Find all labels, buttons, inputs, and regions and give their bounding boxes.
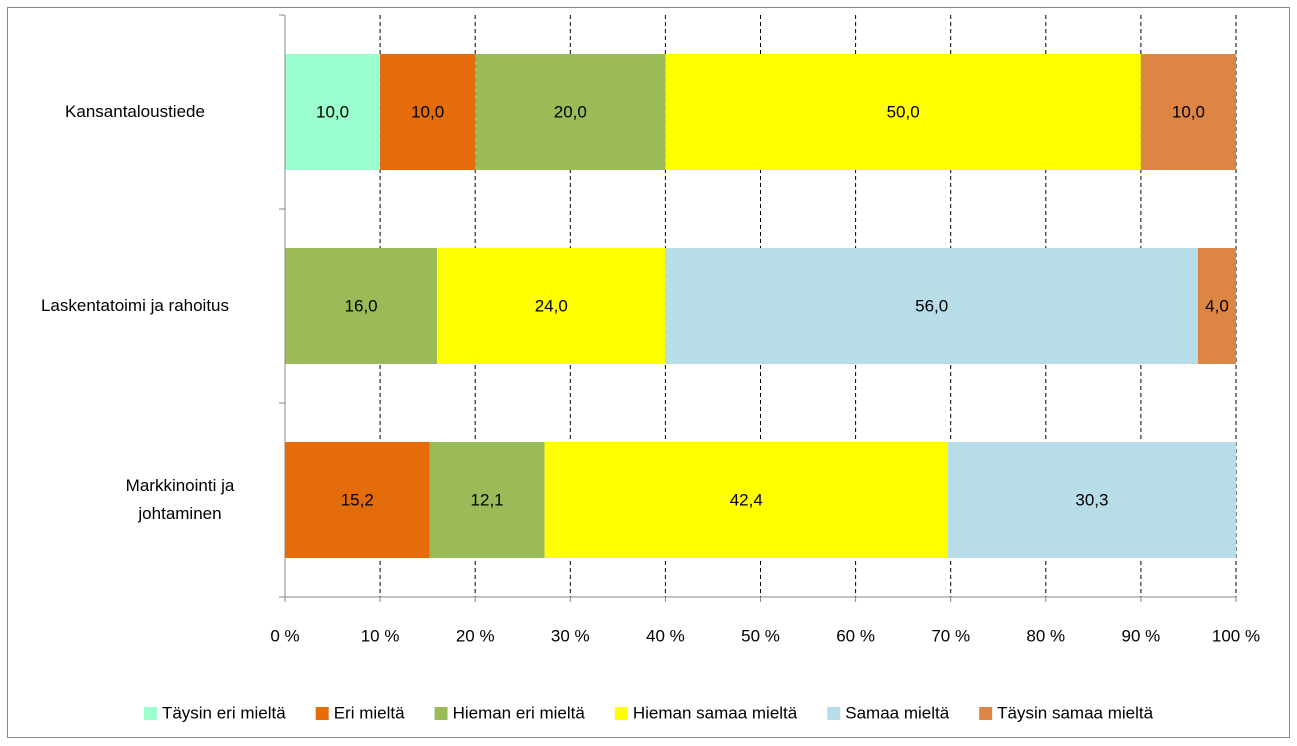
bar-segment [665, 54, 1141, 170]
x-tick-label: 80 % [1026, 626, 1065, 645]
bar-segment [285, 54, 381, 170]
data-label: 42,4 [730, 490, 763, 509]
bar-segment [285, 248, 438, 364]
bar-segment [665, 248, 1198, 364]
x-tick-label: 100 % [1212, 626, 1260, 645]
legend-label: Eri mieltä [334, 703, 405, 722]
data-label: 50,0 [887, 102, 920, 121]
x-tick-label: 70 % [931, 626, 970, 645]
x-tick-label: 10 % [361, 626, 400, 645]
x-tick-label: 60 % [836, 626, 875, 645]
bar-segment [544, 442, 948, 558]
x-tick-label: 0 % [270, 626, 299, 645]
data-label: 30,3 [1075, 490, 1108, 509]
category-label: Markkinointi ja johtaminen [125, 476, 235, 523]
x-tick-label: 90 % [1122, 626, 1161, 645]
data-label: 4,0 [1205, 296, 1229, 315]
category-label: Laskentatoimi ja rahoitus [40, 296, 230, 315]
bar-segment [1140, 54, 1236, 170]
data-label: 10,0 [411, 102, 444, 121]
data-label: 10,0 [316, 102, 349, 121]
data-label: 20,0 [554, 102, 587, 121]
data-label: 15,2 [341, 490, 374, 509]
bar-segment [1197, 248, 1236, 364]
bar-segment [437, 248, 666, 364]
legend-swatch [979, 707, 993, 720]
x-tick-label: 40 % [646, 626, 685, 645]
category-label: Kansantaloustiede [65, 102, 205, 121]
legend-label: Samaa mieltä [845, 703, 949, 722]
data-label: 12,1 [471, 490, 504, 509]
legend-swatch [827, 707, 841, 720]
legend-label: Hieman samaa mieltä [633, 703, 798, 722]
legend-swatch [434, 707, 448, 720]
data-label: 10,0 [1172, 102, 1205, 121]
legend-label: Hieman eri mieltä [453, 703, 586, 722]
bar-segment [475, 54, 666, 170]
legend-label: Täysin eri mieltä [162, 703, 286, 722]
bar-segment [429, 442, 545, 558]
data-label: 24,0 [535, 296, 568, 315]
legend-label: Täysin samaa mieltä [997, 703, 1153, 722]
legend-swatch [143, 707, 157, 720]
data-label: 16,0 [345, 296, 378, 315]
data-label: 56,0 [915, 296, 948, 315]
bar-segment [285, 442, 430, 558]
bar-segment [380, 54, 476, 170]
legend-swatch [614, 707, 628, 720]
x-tick-label: 50 % [741, 626, 780, 645]
x-tick-label: 30 % [551, 626, 590, 645]
x-tick-label: 20 % [456, 626, 495, 645]
bar-segment [947, 442, 1236, 558]
legend-swatch [315, 707, 329, 720]
